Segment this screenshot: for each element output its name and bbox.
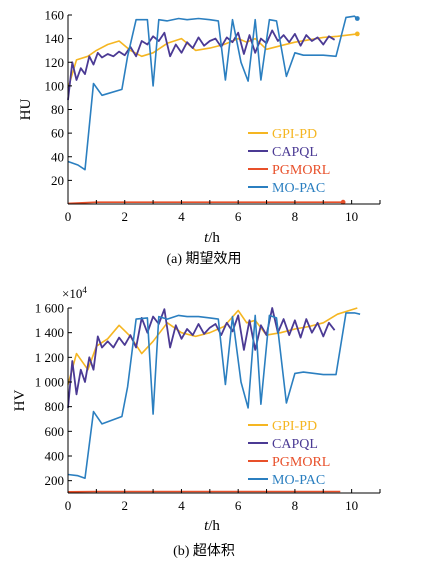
x-tick-label: 10 [345,209,358,224]
x-axis-label: t/h [204,518,220,534]
legend-label-mo-pac: MO-PAC [272,181,325,196]
y-axis-label: HV [12,390,28,412]
y-tick-label: 100 [45,78,65,93]
x-tick-label: 2 [121,209,128,224]
y-axis-label: HU [18,99,34,121]
series-line-mo-pac [67,15,358,171]
x-tick-label: 4 [178,209,185,224]
y-tick-label: 60 [51,126,64,141]
series-line-capql [67,29,336,101]
series-line-pgmorl [67,201,344,205]
legend-label-gpi-pd: GPI-PD [272,419,317,434]
y-tick-label: 800 [45,399,65,414]
legend-label-capql: CAPQL [272,145,318,160]
legend-label-pgmorl: PGMORL [272,455,330,470]
legend-label-capql: CAPQL [272,437,318,452]
series-end-point-gpi-pd [354,31,360,37]
y-tick-label: 120 [45,55,65,70]
legend-label-mo-pac: MO-PAC [272,473,325,488]
series-line-gpi-pd [67,33,358,89]
y-tick-label: 1 400 [35,325,64,340]
y-tick-label: 20 [51,173,64,188]
legend-label-gpi-pd: GPI-PD [272,127,317,142]
x-tick-label: 0 [65,498,72,513]
series-end-point-mo-pac [354,16,360,21]
y-tick-label: 1 000 [35,375,64,390]
y-tick-label: 160 [45,8,65,23]
x-tick-label: 8 [292,498,299,513]
y-tick-label: 140 [45,31,65,46]
series-end-point-pgmorl [340,199,346,205]
x-tick-label: 0 [65,209,72,224]
y-axis-multiplier: ×104 [62,285,87,301]
panel-caption: (a) 期望效用 [166,251,241,267]
series-line-capql [67,307,336,408]
chart-panel-2: 0 2 4 6 8 10 200 400 600 800 1 000 1 200 1 400 1 600 H… [12,285,381,559]
y-tick-label: 40 [51,149,64,164]
series-line-mo-pac [67,312,361,480]
legend: GPI-PD CAPQL PGMORL MO-PAC [248,127,330,196]
x-tick-label: 4 [178,498,185,513]
x-axis-label: t/h [204,230,220,246]
y-tick-label: 1 200 [35,350,64,365]
panel-caption: (b) 超体积 [173,543,235,559]
x-tick-label: 2 [121,498,128,513]
legend: GPI-PD CAPQL PGMORL MO-PAC [248,419,330,488]
y-tick-label: 80 [51,102,64,117]
x-tick-label: 6 [235,209,242,224]
x-tick-label: 6 [235,498,242,513]
y-tick-label: 200 [45,473,65,488]
y-tick-label: 400 [45,449,65,464]
x-tick-label: 8 [292,209,299,224]
y-tick-label: 600 [45,424,65,439]
x-tick-label: 10 [345,498,358,513]
y-tick-label: 1 600 [35,301,64,316]
chart-panel-1: 0 2 4 6 8 10 20 40 60 80 100 120 140 160 HU t/h (a) 期望效用… [18,8,381,267]
legend-label-pgmorl: PGMORL [272,163,330,178]
